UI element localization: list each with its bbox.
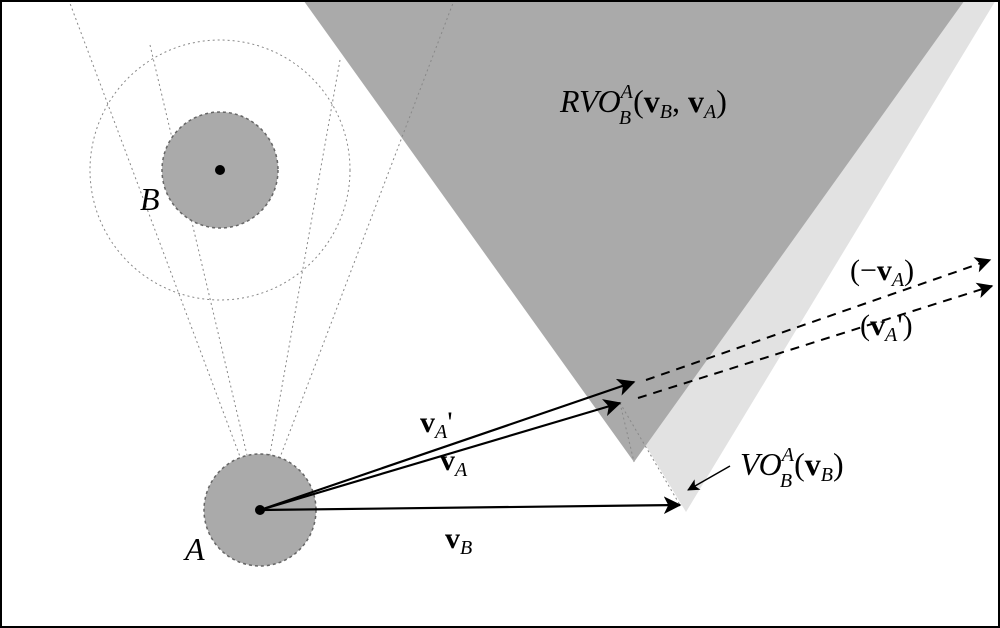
va-prime-label: vA' <box>420 406 453 443</box>
vector-vb <box>260 505 680 510</box>
vb-label: vB <box>445 522 472 559</box>
minus-va-label: (−vA) <box>850 254 914 291</box>
rvo-cone <box>296 0 972 462</box>
vo-label: VOAB(vB) <box>740 444 844 492</box>
agent-a-label: A <box>183 531 205 567</box>
agent-b-center <box>215 165 225 175</box>
agent-b-label: B <box>140 181 160 217</box>
tangent-line-inner <box>260 60 340 510</box>
tangent-line <box>65 0 260 510</box>
va-prime-paren-label: (vA') <box>860 309 913 346</box>
